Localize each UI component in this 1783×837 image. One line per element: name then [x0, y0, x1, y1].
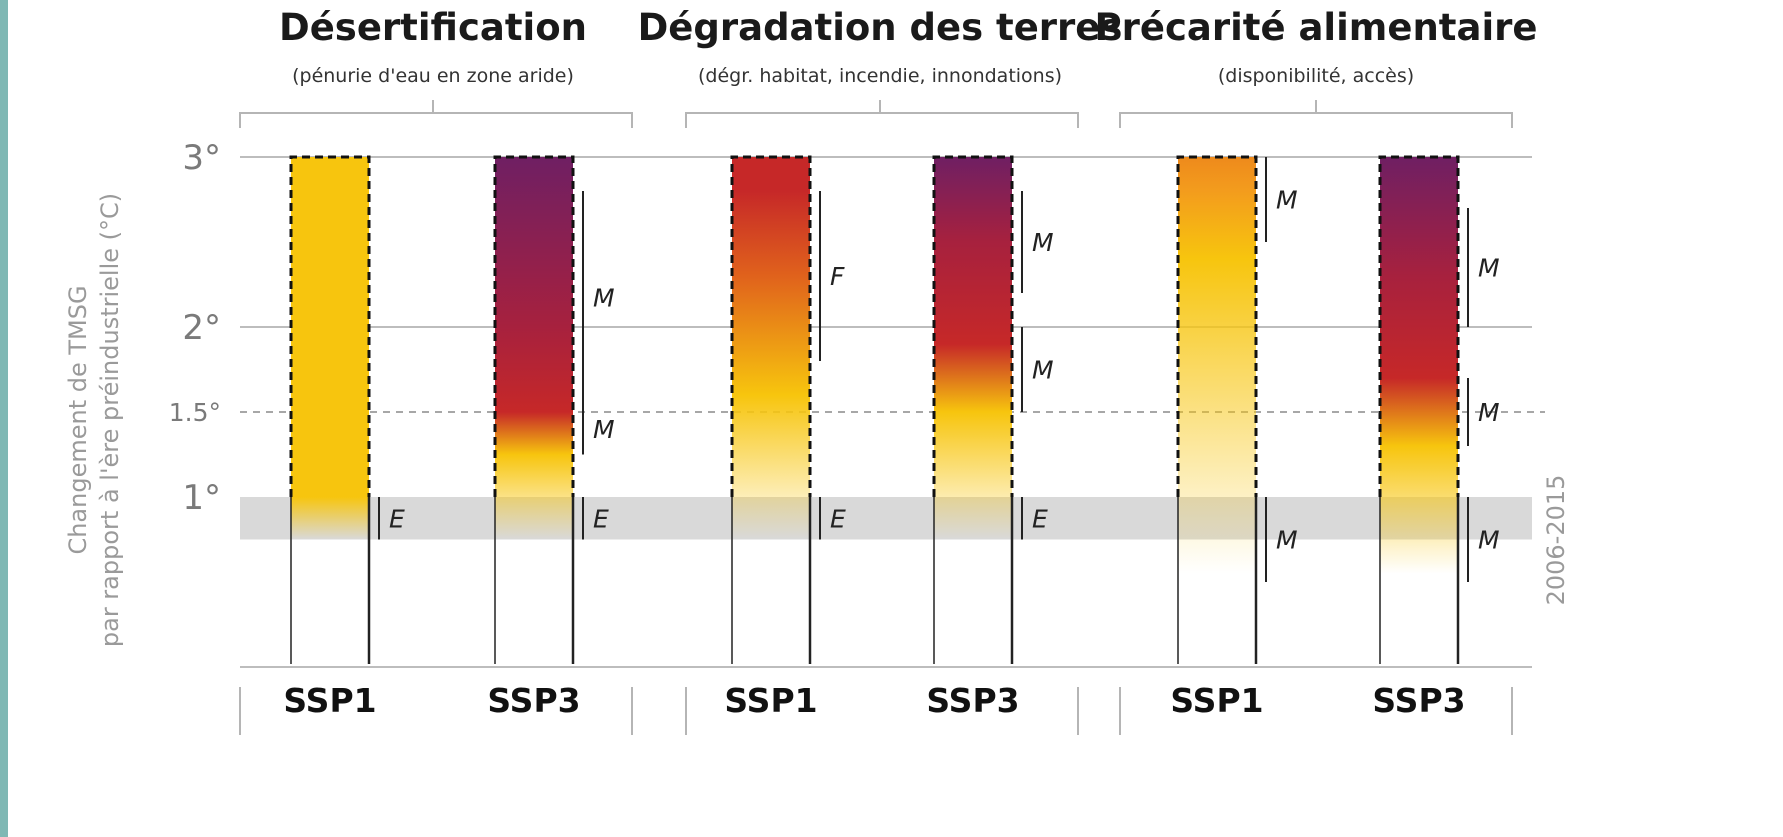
bar-outline-dashed: [1378, 155, 1460, 497]
scenario-label: SSP3: [1372, 681, 1465, 720]
scenario-label: SSP1: [283, 681, 376, 720]
group-title: Désertification: [279, 6, 587, 49]
confidence-label: M: [1032, 228, 1054, 257]
scenario-label: SSP3: [487, 681, 580, 720]
scenario-label: SSP1: [1170, 681, 1263, 720]
confidence-label: M: [1276, 526, 1298, 555]
y-tick-label: 1.5°: [169, 398, 221, 427]
group-bottom-bracket: [685, 687, 1079, 735]
confidence-label: E: [1032, 504, 1048, 533]
confidence-label: E: [593, 504, 609, 533]
bar-outline-dashed: [730, 155, 812, 497]
bar-ssp3-2: [1380, 157, 1458, 574]
y-tick-label: 2°: [182, 308, 221, 348]
scenario-label: SSP1: [724, 681, 817, 720]
bar-ssp3-0: [495, 157, 573, 540]
group-bottom-bracket: [239, 687, 633, 735]
confidence-label: M: [593, 283, 615, 312]
bar-outline-dashed: [932, 155, 1014, 497]
y-axis-title: Changement de TMSG par rapport à l'ère pr…: [64, 193, 124, 647]
group-subtitle: (disponibilité, accès): [1218, 65, 1414, 87]
confidence-label: M: [1478, 526, 1500, 555]
y-tick-label: 3°: [182, 138, 221, 178]
bar-outline-dashed: [493, 155, 575, 497]
confidence-label: M: [1276, 186, 1298, 215]
group-top-bracket: [685, 100, 1079, 128]
confidence-label: M: [593, 415, 615, 444]
y-tick-label: 1°: [182, 478, 221, 518]
bar-outline-dashed: [289, 155, 371, 497]
confidence-label: M: [1478, 254, 1500, 283]
bar-ssp3-1: [934, 157, 1012, 540]
y-axis-title-line: par rapport à l'ère préindustrielle (°C): [96, 193, 124, 647]
y-axis-title-line: Changement de TMSG: [64, 285, 92, 554]
confidence-label: F: [830, 262, 845, 291]
bar-ssp1-0: [291, 157, 369, 540]
group-subtitle: (pénurie d'eau en zone aride): [292, 65, 574, 87]
confidence-label: M: [1032, 356, 1054, 385]
confidence-label: E: [830, 504, 846, 533]
group-bottom-bracket: [1119, 687, 1513, 735]
scenario-label: SSP3: [926, 681, 1019, 720]
left-accent-stripe: [0, 0, 8, 837]
confidence-label: E: [389, 504, 405, 533]
bar-ssp1-1: [732, 157, 810, 540]
group-title: Dégradation des terres: [638, 6, 1123, 49]
group-title: Précarité alimentaire: [1095, 6, 1538, 49]
group-top-bracket: [1119, 100, 1513, 128]
bar-ssp1-2: [1178, 157, 1256, 574]
reference-band-label: 2006-2015: [1542, 475, 1570, 606]
bar-outline-dashed: [1176, 155, 1258, 497]
confidence-label: M: [1478, 398, 1500, 427]
group-top-bracket: [239, 100, 633, 128]
reference-period-band: [240, 497, 1532, 540]
group-subtitle: (dégr. habitat, incendie, innondations): [698, 65, 1062, 87]
